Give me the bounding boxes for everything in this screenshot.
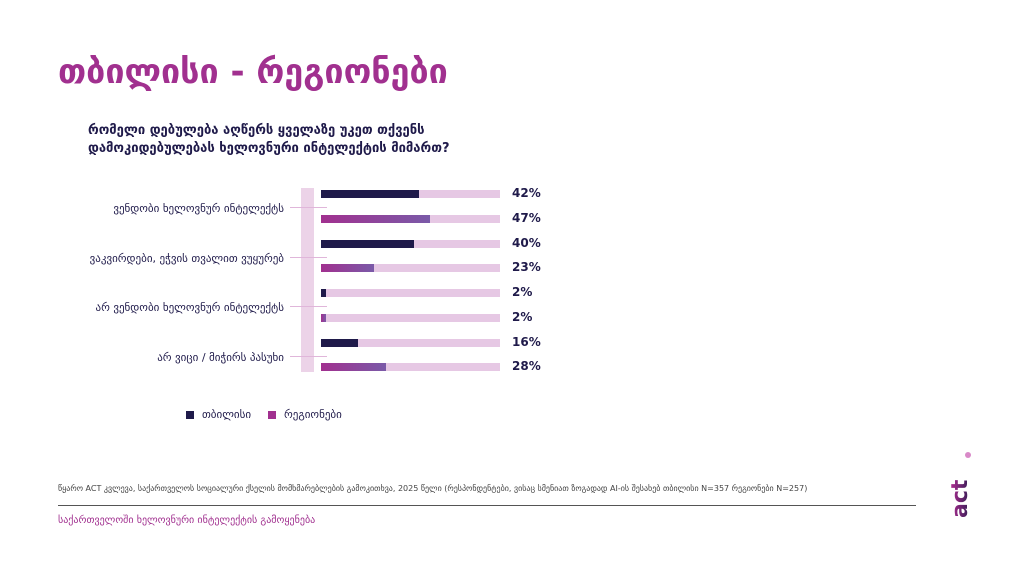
value-label: 47% — [512, 210, 541, 225]
legend-label: რეგიონები — [284, 408, 342, 421]
legend-label: თბილისი — [202, 408, 252, 421]
value-label: 23% — [512, 260, 541, 274]
bar-regions — [321, 313, 326, 322]
legend-swatch — [186, 410, 194, 419]
bar-regions — [321, 214, 431, 223]
value-label: 2% — [512, 309, 533, 324]
legend-swatch — [268, 410, 276, 419]
footer-title: საქართველოში ხელოვნური ინტელექტის გამოყე… — [58, 515, 316, 526]
bar-track — [321, 289, 500, 297]
category-connector — [290, 256, 327, 258]
bar-regions — [321, 363, 387, 371]
bar-regions — [321, 264, 375, 272]
category-label: ვენდობი ხელოვნურ ინტელექტს — [113, 202, 284, 215]
bar-track — [321, 338, 500, 347]
value-label: 42% — [512, 186, 541, 200]
bar-track — [321, 363, 500, 371]
legend-regions: რეგიონები — [268, 408, 342, 421]
bar-track — [321, 264, 500, 272]
category-connector — [290, 355, 327, 357]
bar-tbilisi — [321, 289, 326, 297]
category-axis-bar — [301, 188, 314, 372]
bar-tbilisi — [321, 338, 359, 347]
bar-tbilisi — [321, 190, 419, 198]
category-label: არ ვიცი / მიჭირს პასუხი — [157, 350, 284, 364]
chart-question: რომელი დებულება აღწერს ყველაზე უკეთ თქვე… — [88, 123, 450, 156]
category-label: ვაკვირდები, ეჭვის თვალით ვუყურებ — [89, 251, 284, 265]
page-title: თბილისი - რეგიონები — [58, 52, 448, 92]
category-connector — [290, 207, 327, 208]
act-logo: act — [951, 452, 973, 518]
value-label: 2% — [512, 285, 533, 299]
bar-tbilisi — [321, 239, 414, 248]
legend-tbilisi: თბილისი — [186, 408, 251, 421]
bar-track — [321, 190, 500, 198]
value-label: 28% — [512, 359, 541, 373]
category-connector — [290, 306, 327, 307]
bar-track — [321, 214, 500, 223]
bar-track — [321, 239, 500, 248]
source-note: წყარო ACT კვლევა, საქართველოს სოციალური … — [58, 484, 808, 493]
value-label: 40% — [512, 235, 541, 250]
value-label: 16% — [512, 334, 541, 349]
divider — [58, 505, 916, 506]
svg-text:act: act — [951, 479, 973, 518]
bar-track — [321, 313, 500, 322]
category-label: არ ვენდობი ხელოვნურ ინტელექტს — [95, 301, 284, 314]
